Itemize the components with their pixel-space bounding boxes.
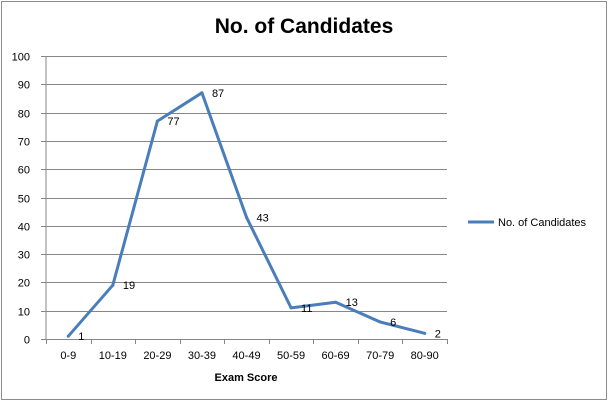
data-label: 2	[435, 328, 441, 340]
y-tick-label: 70	[18, 137, 30, 149]
data-label: 1	[78, 331, 84, 343]
data-label: 87	[212, 88, 224, 100]
x-tick-label: 70-79	[366, 350, 394, 362]
y-tick-label: 40	[18, 222, 30, 234]
y-tick-label: 80	[18, 109, 30, 121]
x-tick-label: 60-69	[322, 350, 350, 362]
x-tick-label: 50-59	[277, 350, 305, 362]
x-tick-label: 40-49	[232, 350, 260, 362]
y-tick-label: 10	[18, 307, 30, 319]
data-point	[200, 91, 204, 95]
x-tick-label: 80-90	[411, 350, 439, 362]
chart-title: No. of Candidates	[215, 15, 394, 38]
data-labels: 1 19 77 87 43 11 13 6 2	[78, 88, 441, 343]
x-axis-title: Exam Score	[215, 372, 278, 384]
data-label: 13	[346, 297, 358, 309]
series-group	[66, 91, 427, 338]
data-label: 19	[123, 280, 135, 292]
data-point	[155, 119, 159, 123]
y-axis-ticks: 0 10 20 30 40 50 60 70 80 90 100	[12, 52, 46, 347]
data-point	[66, 334, 70, 338]
legend-label: No. of Candidates	[498, 217, 587, 229]
y-tick-label: 0	[24, 335, 30, 347]
y-tick-label: 100	[12, 52, 30, 64]
x-tick-label: 20-29	[143, 350, 171, 362]
data-point	[245, 215, 248, 219]
x-tick-label: 10-19	[99, 350, 127, 362]
legend: No. of Candidates	[468, 217, 587, 229]
series-line	[66, 91, 427, 338]
gridlines	[46, 56, 447, 312]
data-label: 11	[301, 303, 312, 315]
x-axis-ticks: 0-9 10-19 20-29 30-39 40-49 50-59 60-69 70-79 80…	[46, 339, 448, 362]
y-tick-label: 20	[18, 278, 30, 290]
data-point	[289, 306, 293, 310]
y-tick-label: 90	[18, 80, 30, 92]
y-tick-label: 60	[18, 165, 30, 177]
data-label: 43	[257, 212, 269, 224]
y-tick-label: 50	[18, 194, 30, 206]
data-point	[423, 331, 427, 335]
x-tick-label: 0-9	[60, 350, 76, 362]
y-tick-label: 30	[18, 250, 30, 262]
data-point	[111, 283, 115, 287]
data-label: 77	[167, 116, 179, 128]
x-tick-label: 30-39	[188, 350, 216, 362]
data-point	[334, 300, 338, 304]
data-label: 6	[390, 317, 396, 329]
data-point	[378, 320, 382, 324]
